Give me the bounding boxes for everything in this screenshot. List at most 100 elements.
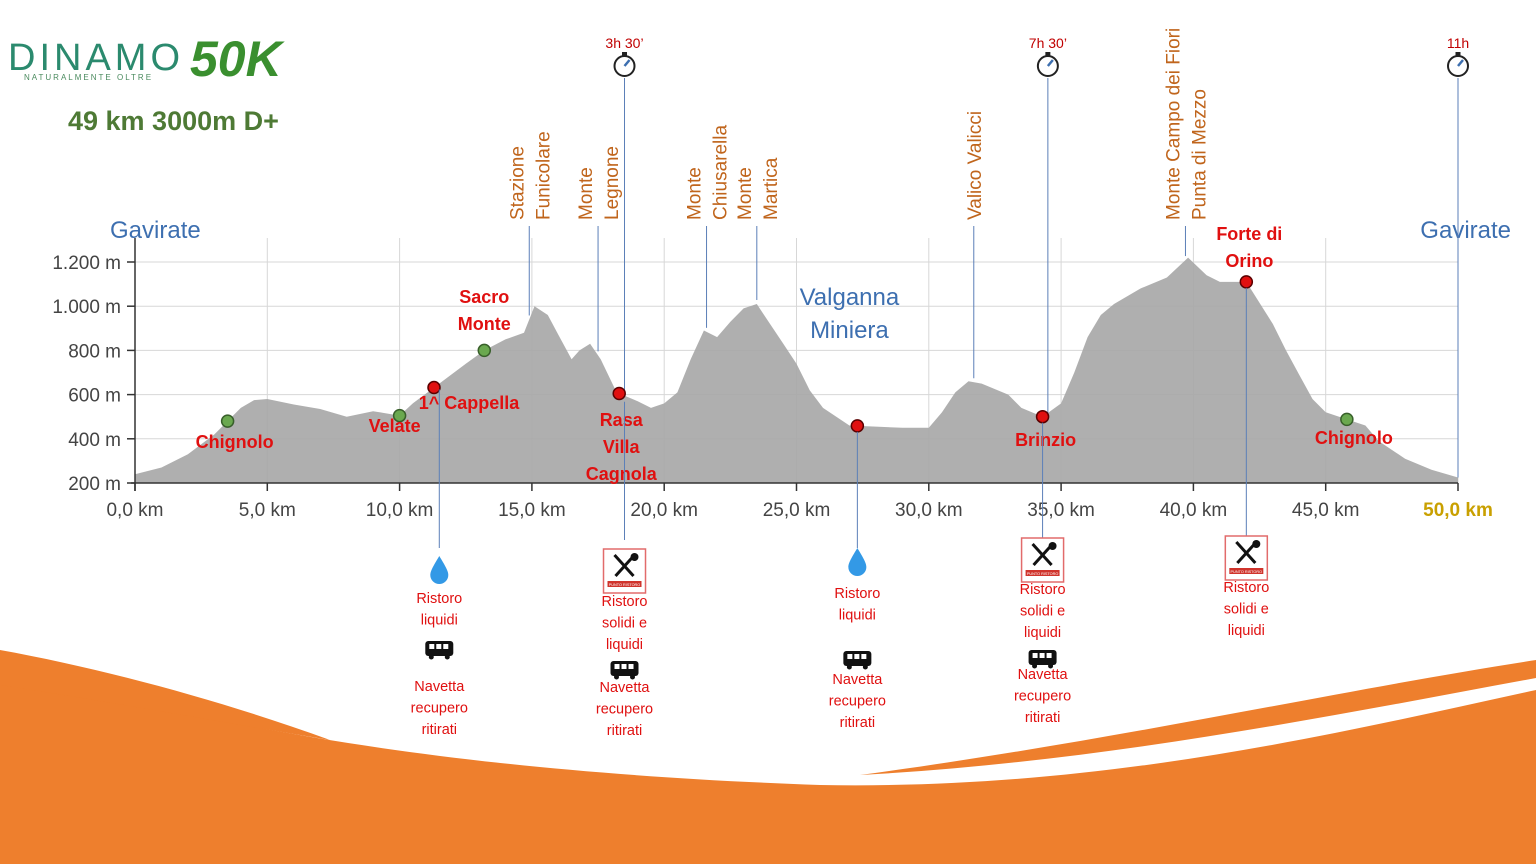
stopwatch-icon [1036, 52, 1059, 77]
x-tick-label: 45,0 km [1292, 500, 1360, 521]
waypoint-label: Brinzio [1015, 430, 1076, 450]
y-tick-label: 1.000 m [52, 297, 121, 318]
stopwatch-crown [1045, 52, 1051, 56]
shuttle-bus-icon [1028, 650, 1057, 669]
aid-station: Ristoro liquidi Navetta recupero ritirati [411, 389, 468, 738]
place-label: Gavirate [1420, 217, 1511, 244]
bus-window [1039, 653, 1045, 658]
aid-label: liquidi [1228, 623, 1265, 639]
peak-label: Stazione [507, 146, 528, 220]
bus-window [847, 654, 853, 659]
x-tick-label: 10,0 km [366, 500, 434, 521]
y-tick-label: 800 m [68, 341, 121, 362]
logo-tagline: NATURALMENTE OLTRE [24, 73, 153, 82]
time-limit-label: 11h [1447, 35, 1469, 51]
bus-window [854, 654, 860, 659]
bus-window [861, 654, 867, 659]
x-tick-label: 30,0 km [895, 500, 963, 521]
waypoint-label: Velate [369, 416, 421, 436]
waypoint-marker [1340, 412, 1354, 427]
stopwatch-hand [1046, 59, 1054, 67]
aid-station: PUNTO RISTORO Ristoro solidi e liquidi [1223, 287, 1269, 639]
spoon-head [1048, 542, 1057, 550]
shuttle-label: recupero [411, 701, 468, 717]
waypoint-label: Orino [1225, 251, 1273, 271]
profile-area [135, 257, 1458, 483]
logo-text: DINAMO [8, 37, 184, 79]
bus-wheel [1032, 663, 1038, 669]
food-sign-band [1025, 570, 1060, 576]
aid-label: Ristoro [1020, 582, 1066, 598]
x-tick-label: 40,0 km [1160, 500, 1228, 521]
x-tick-label: 0,0 km [106, 500, 163, 521]
x-tick-label: 15,0 km [498, 500, 566, 521]
aid-station: Ristoro liquidi Navetta recupero ritirati [829, 431, 886, 731]
peak-label: Chiusarella [711, 125, 732, 220]
aid-label: Ristoro [602, 594, 648, 610]
aid-label: Ristoro [416, 591, 462, 607]
aid-label: liquidi [839, 608, 876, 624]
waypoint-marker [477, 343, 492, 358]
shuttle-label: Navetta [832, 672, 883, 688]
aid-label: liquidi [1024, 625, 1061, 641]
banner-orange-top [0, 650, 330, 740]
orange-banner [0, 650, 1536, 864]
shuttle-bus-icon [610, 661, 639, 680]
food-sign-band [607, 581, 642, 587]
stopwatch-crown [622, 52, 628, 56]
food-sign-text: PUNTO RISTORO [1231, 570, 1263, 574]
waypoint-marker [427, 380, 441, 395]
aid-label: liquidi [421, 613, 458, 629]
shuttle-label: recupero [1014, 689, 1071, 705]
water-drop-icon [848, 548, 867, 576]
aid-label: liquidi [606, 637, 643, 653]
stopwatch-hand [623, 59, 631, 67]
stopwatch-icon [1447, 52, 1469, 77]
x-tick-label: 5,0 km [239, 500, 296, 521]
waypoint-label: 1^ Cappella [419, 393, 521, 413]
bus-wheel [862, 664, 868, 670]
shuttle-label: Navetta [1018, 667, 1069, 683]
time-limit-label: 7h 30’ [1029, 35, 1067, 51]
peak-label: Martica [761, 157, 782, 220]
aid-label: solidi e [1020, 604, 1065, 620]
shuttle-label: ritirati [840, 715, 875, 731]
x-tick-label: 35,0 km [1027, 500, 1095, 521]
time-limit-label: 3h 30’ [605, 35, 643, 51]
peak-label: Monte Campo dei Fiori [1163, 28, 1184, 220]
race-subtitle: 49 km 3000m D+ [68, 106, 279, 136]
bus-window [628, 664, 634, 669]
shuttle-label: recupero [596, 702, 653, 718]
peak-label: Monte [685, 167, 706, 220]
bus-window [1046, 653, 1052, 658]
waypoint-marker [220, 414, 235, 428]
peak-label: Monte [576, 167, 597, 220]
peak-label: Punta di Mezzo [1189, 89, 1210, 220]
place-label: Valganna [800, 284, 900, 311]
banner-orange-shape [0, 668, 1536, 864]
bus-wheel [444, 654, 450, 660]
spoon-head [1252, 540, 1261, 548]
peak-label: Valico Valicci [965, 111, 986, 220]
waypoint-label: Sacro [459, 287, 509, 307]
shuttle-label: Navetta [414, 679, 465, 695]
bus-window [1032, 653, 1038, 658]
shuttle-label: ritirati [422, 722, 457, 738]
waypoint-label: Villa [603, 437, 641, 457]
elevation-profile-area [135, 257, 1458, 483]
bus-window [429, 644, 435, 649]
waypoint-marker [850, 419, 865, 433]
bus-wheel [614, 674, 620, 680]
waypoint-marker [1035, 409, 1050, 424]
y-tick-label: 600 m [68, 386, 121, 407]
y-tick-label: 1.200 m [52, 253, 121, 274]
stopwatch-hand [1457, 59, 1464, 67]
aid-label: Ristoro [834, 586, 880, 602]
aid-label: Ristoro [1223, 580, 1269, 596]
waypoint-marker [1239, 275, 1254, 289]
bus-wheel [846, 664, 852, 670]
waypoint-label: Chignolo [1315, 428, 1393, 448]
x-tick-label: 50,0 km [1423, 500, 1493, 521]
